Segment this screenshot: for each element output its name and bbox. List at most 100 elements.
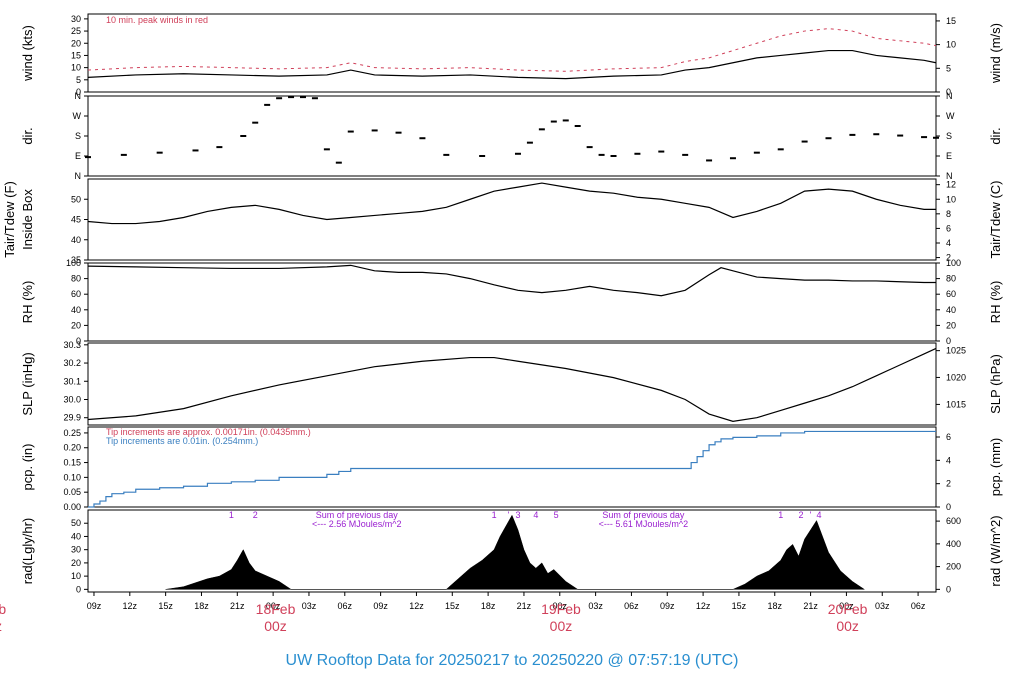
y-tick-label-left: 0.15 — [63, 458, 81, 468]
day-label-time: z — [0, 618, 2, 634]
y-tick-label-left: N — [75, 91, 82, 101]
y-axis-label-right: dir. — [988, 127, 1003, 144]
y-tick-label-right: 0 — [946, 584, 951, 594]
y-axis-label-right: RH (%) — [988, 281, 1003, 324]
series-step-pcp — [88, 430, 936, 508]
y-tick-label-left: 80 — [71, 274, 81, 284]
day-label-date: eb — [0, 601, 6, 617]
x-tick-label: 21z — [230, 601, 245, 611]
x-tick-label: 03z — [588, 601, 603, 611]
y-tick-label-right: 6 — [946, 432, 951, 442]
panel-temp: 35 40 45 50 2 4 6 8 10 12 Tair/Tdew (F) Inside Box T… — [2, 178, 1003, 265]
y-axis-label-left: RH (%) — [20, 281, 35, 324]
y-tick-label-left: 29.9 — [63, 413, 81, 423]
y-tick-label-right: 80 — [946, 274, 956, 284]
y-tick-label-right: 60 — [946, 289, 956, 299]
x-tick-label: 15z — [445, 601, 460, 611]
y-tick-label-right: 5 — [946, 63, 951, 73]
y-tick-label-left: 40 — [71, 235, 81, 245]
panel-annotation: <--- 2.56 MJoules/m^2 — [312, 519, 402, 529]
peak-marker: 1 — [492, 510, 497, 520]
panel-annotation: Sum of previous day — [316, 510, 399, 520]
x-tick-label: 06z — [911, 601, 926, 611]
y-tick-label-left: 0.10 — [63, 472, 81, 482]
y-tick-label-left: 10 — [71, 63, 81, 73]
x-tick-label: 09z — [87, 601, 102, 611]
panel-slp: 29.9 30.0 30.1 30.2 30.3 1015 1020 1025 SLP (inH… — [20, 340, 1003, 426]
peak-marker: ' — [810, 510, 812, 520]
y-tick-label-right: 4 — [946, 238, 951, 248]
time-axis: 09z 12z 15z 18z 21z 00z 03z 06z 09z 12z 15z 18z 21z 0… — [0, 592, 926, 634]
y-axis-label-right: Tair/Tdew (C) — [988, 180, 1003, 258]
y-tick-label-right: 1015 — [946, 399, 966, 409]
chart-title: UW Rooftop Data for 20250217 to 20250220… — [286, 652, 739, 669]
day-label-date: 20Feb — [828, 601, 868, 617]
y-tick-label-left: S — [75, 131, 81, 141]
panel-rh: 0 20 40 60 80 100 0 20 40 60 80 100 RH (%) RH (%) — [20, 258, 1003, 346]
y-tick-label-right: 400 — [946, 539, 961, 549]
x-tick-label: 15z — [158, 601, 173, 611]
series-line-slp — [87, 347, 937, 422]
y-tick-label-right: 100 — [946, 258, 961, 268]
y-tick-label-left: 40 — [71, 305, 81, 315]
x-tick-label: 06z — [338, 601, 353, 611]
x-tick-label: 12z — [696, 601, 711, 611]
y-axis-label-left: rad(Lgly/hr) — [20, 518, 35, 584]
x-tick-label: 18z — [194, 601, 209, 611]
y-tick-label-left: 20 — [71, 38, 81, 48]
day-label-date: 19Feb — [541, 601, 581, 617]
y-axis-label-left: wind (kts) — [20, 25, 35, 82]
y-tick-label-left: 35 — [71, 255, 81, 265]
series-peak-peak — [87, 28, 937, 72]
y-tick-label-right: 40 — [946, 305, 956, 315]
y-tick-label-right: 20 — [946, 320, 956, 330]
x-tick-label: 09z — [373, 601, 388, 611]
x-tick-label: 21z — [803, 601, 818, 611]
y-tick-label-right: 200 — [946, 562, 961, 572]
y-tick-label-left: 60 — [71, 289, 81, 299]
y-tick-label-left: 40 — [71, 531, 81, 541]
panel-frame — [87, 262, 937, 342]
panel-note: 10 min. peak winds in red — [106, 15, 208, 25]
y-tick-label-right: E — [946, 151, 952, 161]
y-tick-label-left: 0.25 — [63, 428, 81, 438]
x-tick-label: 03z — [302, 601, 317, 611]
y-tick-label-right: 1025 — [946, 346, 966, 356]
y-tick-label-left: 30.1 — [63, 376, 81, 386]
y-tick-label-right: S — [946, 131, 952, 141]
day-label-date: 18Feb — [256, 601, 296, 617]
x-tick-label: 00z — [553, 601, 568, 611]
x-tick-label: 00z — [839, 601, 854, 611]
day-label-time: 00z — [550, 618, 573, 634]
y-tick-label-right: 4 — [946, 455, 951, 465]
panel-rad: 0 10 20 30 40 50 0 200 400 600 rad(Lgly/hr) rad (W/… — [20, 509, 1003, 594]
x-tick-label: 03z — [875, 601, 890, 611]
x-tick-label: 15z — [732, 601, 747, 611]
y-tick-label-right: N — [946, 91, 953, 101]
panel-annotation: <--- 5.61 MJoules/m^2 — [599, 519, 689, 529]
panel-wind: 0 5 10 15 20 25 30 0 5 10 15 wind (kts) wind (m/s) 10… — [20, 13, 1003, 97]
y-tick-label-left: E — [75, 151, 81, 161]
x-tick-label: 18z — [481, 601, 496, 611]
y-axis-label-left: Tair/Tdew (F) — [2, 181, 17, 258]
panel-frame — [87, 95, 937, 177]
y-tick-label-left: 20 — [71, 558, 81, 568]
y-axis-label-left: pcp. (in) — [20, 444, 35, 491]
y-tick-label-right: N — [946, 171, 953, 181]
y-axis-label-right: wind (m/s) — [988, 23, 1003, 84]
y-tick-label-right: 0 — [946, 336, 951, 346]
panel-frame — [87, 426, 937, 508]
x-tick-label: 00z — [266, 601, 281, 611]
y-tick-label-left: 100 — [66, 258, 81, 268]
y-tick-label-left: 0 — [76, 87, 81, 97]
y-tick-label-left: 0 — [76, 336, 81, 346]
y-tick-label-left: 50 — [71, 518, 81, 528]
day-label-time: 00z — [836, 618, 859, 634]
panel-pcp: 0.00 0.05 0.10 0.15 0.20 0.25 0 2 4 6 pcp. (in) pcp… — [20, 426, 1003, 512]
series-line-wind — [87, 49, 937, 80]
y-axis-label-left: dir. — [20, 127, 35, 144]
panel-frame — [87, 342, 937, 426]
panel-frame — [87, 509, 937, 593]
